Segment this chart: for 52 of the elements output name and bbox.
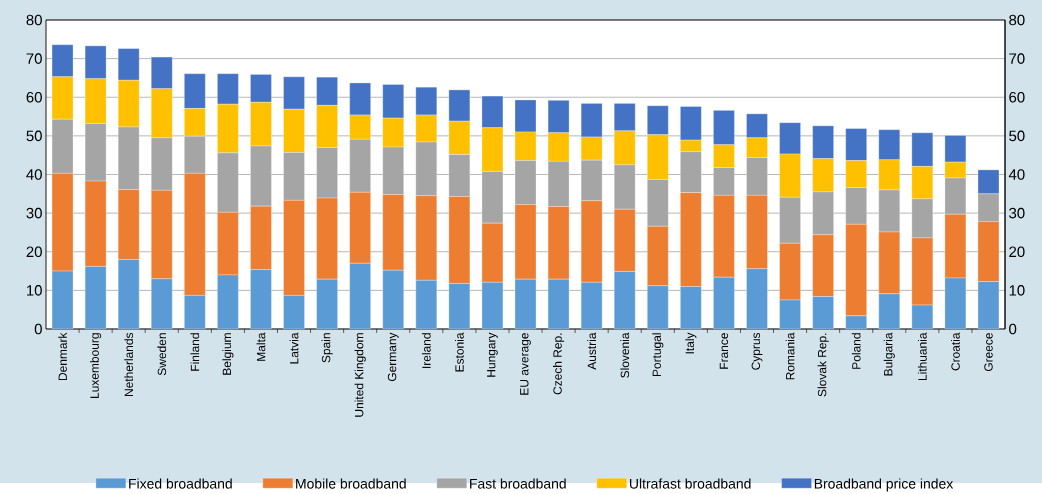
y-tick-label: 10 <box>27 285 42 296</box>
y2-tick-label: 80 <box>1009 14 1025 26</box>
y-tick-label: 50 <box>26 130 42 142</box>
y2-tick-label: 0 <box>1009 323 1017 335</box>
x-tick-label: Croatia <box>951 332 960 371</box>
legend-label: Fixed broadband <box>129 478 232 489</box>
x-tick-label: Bulgaria <box>883 332 895 376</box>
x-tick-label: Portugal <box>652 333 664 377</box>
x-tick-label: Hungary <box>487 332 498 377</box>
x-tick-label: Slovenia <box>620 332 630 378</box>
x-tick-label: Finland <box>190 333 200 371</box>
x-tick-label: Poland <box>851 333 861 369</box>
x-tick-label: Austria <box>587 332 597 370</box>
x-tick-label: Slovak Rep. <box>817 333 829 397</box>
legend-label: Mobile broadband <box>296 478 406 489</box>
x-tick-label: EU average <box>520 333 531 395</box>
legend-label: Broadband price index <box>814 478 954 492</box>
x-tick-label: Lithuania <box>917 332 927 381</box>
y2-tick-label: 70 <box>1009 53 1025 64</box>
y2-tick-label: 40 <box>1008 169 1025 180</box>
y-tick-label: 70 <box>26 53 42 64</box>
y2-tick-label: 10 <box>1009 285 1025 296</box>
x-tick-label: Czech Rep. <box>553 333 565 395</box>
x-tick-label: Sweden <box>157 333 167 376</box>
y-tick-label: 80 <box>26 14 42 26</box>
y-tick-label: 0 <box>34 323 42 335</box>
x-tick-label: Italy <box>685 332 697 354</box>
y-tick-label: 60 <box>26 91 42 103</box>
x-tick-label: United Kingdom <box>354 333 366 417</box>
y2-tick-label: 60 <box>1009 91 1025 103</box>
x-tick-label: Denmark <box>58 332 67 381</box>
x-tick-label: Estonia <box>454 332 464 372</box>
y2-tick-label: 50 <box>1009 130 1025 142</box>
y-tick-label: 30 <box>26 207 42 219</box>
x-tick-label: Malta <box>256 332 266 361</box>
x-tick-label: Latvia <box>289 332 299 364</box>
y2-tick-label: 30 <box>1009 207 1025 219</box>
x-tick-label: Netherlands <box>124 332 134 396</box>
x-tick-label: Greece <box>984 333 993 372</box>
y-tick-label: 20 <box>26 246 42 258</box>
x-tick-label: Spain <box>321 333 333 363</box>
legend-label: Ultrafast broadband <box>630 478 751 489</box>
x-tick-label: Cyprus <box>751 332 763 370</box>
x-tick-label: Luxembourg <box>90 333 102 398</box>
y-tick-label: 40 <box>26 169 42 180</box>
x-tick-label: Belgium <box>222 333 234 375</box>
x-tick-label: Ireland <box>421 333 431 368</box>
x-tick-label: France <box>719 333 729 369</box>
y2-tick-label: 20 <box>1009 246 1025 258</box>
legend-label: Fast broadband <box>470 478 566 489</box>
x-tick-label: Romania <box>785 332 795 380</box>
x-tick-label: Germany <box>387 332 399 382</box>
